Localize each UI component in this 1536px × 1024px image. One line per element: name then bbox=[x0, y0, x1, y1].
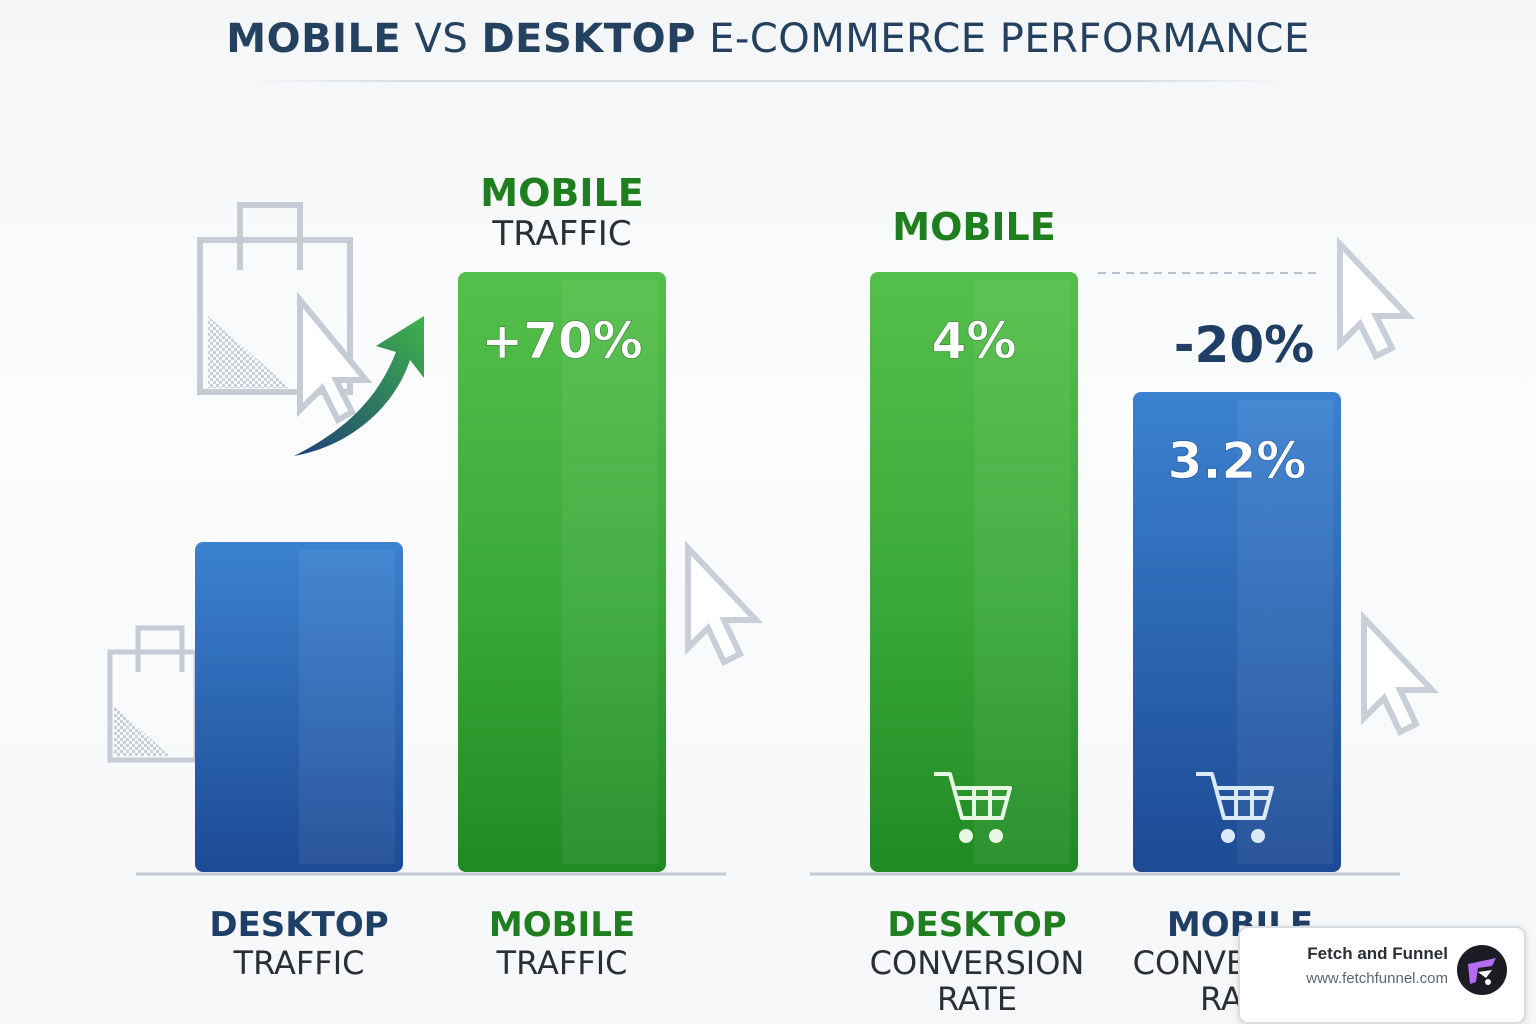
cursor-arrow-icon bbox=[685, 540, 763, 667]
header-mobile-2: MOBILE bbox=[892, 205, 1055, 249]
brand-url[interactable]: www.fetchfunnel.com bbox=[1306, 970, 1448, 987]
bar-highlight bbox=[974, 280, 1070, 864]
title-part-rest: E-COMMERCE PERFORMANCE bbox=[695, 16, 1310, 62]
shopping-cart-icon bbox=[934, 772, 1012, 843]
category-label-desktop: DESKTOP bbox=[209, 905, 388, 945]
annotation-minus-20: -20% bbox=[1174, 316, 1314, 374]
shopping-cart-icon bbox=[1196, 772, 1274, 843]
bar-mobile-conversion bbox=[1133, 392, 1341, 872]
category-label-traffic-2: TRAFFIC bbox=[496, 944, 628, 982]
cursor-arrow-icon bbox=[1337, 236, 1415, 361]
title-part-mobile: MOBILE bbox=[226, 16, 402, 62]
cursor-arrow-icon bbox=[1361, 610, 1439, 737]
category-label-desktop-2: DESKTOP bbox=[887, 905, 1066, 945]
data-label-desktop-conversion: 4% bbox=[932, 312, 1017, 370]
title-part-desktop: DESKTOP bbox=[481, 16, 696, 62]
page-title: MOBILE VS DESKTOP E-COMMERCE PERFORMANCE bbox=[0, 16, 1536, 62]
bar-highlight bbox=[299, 550, 395, 864]
brand-logo-icon bbox=[1457, 945, 1507, 995]
trend-up-arrow-icon bbox=[294, 316, 424, 456]
data-label-mobile-conversion: 3.2% bbox=[1168, 432, 1307, 490]
title-divider bbox=[250, 80, 1290, 82]
bar-desktop-traffic bbox=[195, 542, 403, 872]
brand-card[interactable]: Fetch and Funnel www.fetchfunnel.com bbox=[1238, 926, 1526, 1024]
cursor-arrow-icon bbox=[297, 291, 373, 425]
category-label-conversion: CONVERSION bbox=[870, 944, 1085, 982]
category-label-traffic: TRAFFIC bbox=[233, 944, 365, 982]
shopping-bag-icon bbox=[197, 202, 353, 395]
bar-highlight bbox=[562, 280, 658, 864]
header-traffic: TRAFFIC bbox=[491, 214, 631, 254]
category-label-rate: RATE bbox=[937, 980, 1017, 1018]
shopping-bag-icon bbox=[107, 625, 199, 763]
brand-name: Fetch and Funnel bbox=[1307, 944, 1448, 963]
title-part-vs: VS bbox=[401, 16, 482, 62]
data-label-mobile-traffic: +70% bbox=[481, 312, 643, 370]
bar-mobile-traffic bbox=[458, 272, 666, 872]
category-label-mobile: MOBILE bbox=[489, 905, 635, 945]
bar-desktop-conversion bbox=[870, 272, 1078, 872]
header-mobile: MOBILE bbox=[480, 171, 643, 215]
